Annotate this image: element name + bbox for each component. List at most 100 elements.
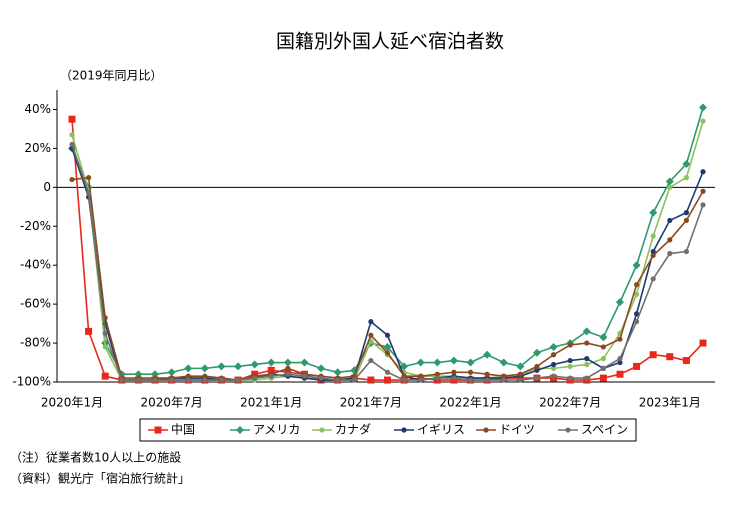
- data-point: [433, 358, 442, 367]
- y-tick-label: 0: [43, 180, 51, 194]
- data-point: [434, 371, 440, 377]
- series-line: [71, 119, 704, 381]
- data-point: [451, 369, 457, 375]
- data-point: [517, 377, 523, 383]
- legend-marker: [154, 426, 162, 434]
- data-point: [633, 362, 641, 370]
- chart-title: 国籍別外国人延べ宿泊者数: [276, 31, 504, 53]
- data-point: [102, 330, 108, 336]
- data-point: [285, 371, 291, 377]
- data-point: [69, 176, 75, 183]
- y-tick-label: -80%: [20, 336, 51, 350]
- data-point: [368, 357, 374, 364]
- data-point: [567, 363, 573, 370]
- x-tick-label: 2020年7月: [141, 396, 203, 410]
- data-point: [102, 344, 108, 350]
- data-point: [632, 261, 641, 270]
- legend-marker: [401, 427, 407, 433]
- data-point: [467, 369, 474, 375]
- data-point: [484, 377, 490, 383]
- data-point: [600, 365, 606, 371]
- data-point: [151, 370, 160, 379]
- y-tick-label: -20%: [20, 219, 51, 233]
- data-point: [584, 340, 590, 346]
- data-point: [368, 332, 374, 338]
- data-point: [700, 169, 706, 175]
- data-point: [617, 359, 623, 366]
- data-point: [451, 375, 457, 381]
- data-point: [599, 374, 607, 382]
- data-point: [600, 356, 606, 362]
- data-point: [667, 217, 673, 224]
- data-point: [567, 357, 573, 364]
- data-point: [69, 141, 75, 148]
- data-point: [86, 175, 92, 181]
- data-point: [252, 375, 258, 381]
- legend-label: アメリカ: [253, 423, 300, 437]
- legend-marker: [319, 427, 325, 433]
- data-point: [534, 375, 540, 381]
- data-point: [549, 342, 558, 351]
- data-point: [650, 276, 656, 282]
- data-point: [218, 377, 225, 383]
- data-point: [483, 350, 492, 359]
- data-point: [617, 356, 623, 362]
- legend-marker: [565, 427, 571, 433]
- data-point: [666, 353, 674, 361]
- x-tick-label: 2022年7月: [539, 396, 601, 410]
- data-point: [683, 248, 689, 255]
- x-tick-label: 2023年1月: [639, 396, 701, 410]
- data-point: [616, 370, 624, 378]
- data-point: [119, 377, 125, 383]
- data-point: [617, 336, 623, 342]
- data-point: [384, 376, 391, 384]
- data-point: [550, 361, 557, 368]
- data-point: [85, 327, 93, 335]
- data-point: [699, 339, 707, 347]
- data-point: [317, 364, 326, 373]
- data-point: [466, 358, 475, 367]
- data-point: [700, 188, 706, 194]
- data-point: [134, 370, 143, 379]
- data-point: [550, 373, 557, 379]
- legend-label: イギリス: [417, 423, 465, 437]
- data-point: [517, 371, 523, 377]
- data-point: [534, 367, 540, 373]
- data-point: [285, 365, 291, 371]
- x-tick-label: 2021年7月: [340, 396, 402, 410]
- legend-label: 中国: [171, 422, 195, 437]
- y-tick-label: -100%: [12, 375, 51, 389]
- data-point: [169, 377, 175, 383]
- data-point: [267, 358, 276, 367]
- data-point: [649, 208, 658, 217]
- data-point: [683, 217, 689, 224]
- data-point: [418, 377, 424, 383]
- data-point: [351, 377, 357, 383]
- data-point: [268, 373, 274, 379]
- data-point: [384, 332, 391, 338]
- data-point: [384, 350, 391, 356]
- data-point: [401, 377, 407, 383]
- data-point: [401, 373, 407, 379]
- data-point: [667, 237, 673, 243]
- data-point: [700, 202, 706, 208]
- data-point: [499, 358, 508, 367]
- data-point: [185, 377, 191, 383]
- data-point: [650, 233, 656, 239]
- data-point: [699, 103, 707, 112]
- data-point: [615, 298, 624, 307]
- data-point: [649, 351, 657, 359]
- data-point: [650, 248, 656, 255]
- data-point: [234, 362, 243, 371]
- y-tick-label: 40%: [24, 102, 51, 116]
- data-point: [683, 210, 689, 216]
- data-point: [600, 344, 606, 350]
- data-point: [384, 369, 391, 375]
- data-point: [86, 190, 92, 196]
- data-point: [68, 115, 76, 123]
- data-point: [584, 356, 590, 362]
- subtitle: （2019年同月比）: [60, 69, 163, 83]
- data-point: [335, 377, 341, 383]
- data-point: [467, 377, 474, 383]
- data-point: [202, 377, 208, 383]
